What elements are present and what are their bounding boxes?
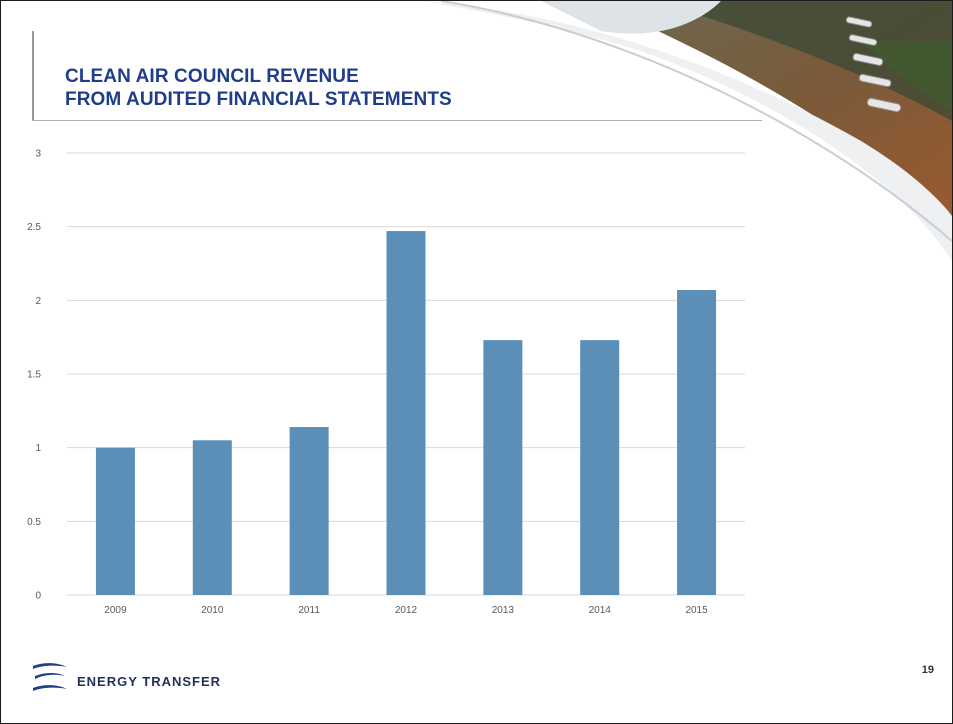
title-line-1: CLEAN AIR COUNCIL REVENUE: [65, 66, 359, 87]
x-tick-label: 2009: [104, 605, 127, 616]
energy-transfer-logo-icon: [33, 663, 67, 691]
brand-name: ENERGY TRANSFER: [77, 673, 222, 689]
x-tick-label: 2014: [589, 605, 612, 616]
energy-transfer-logo: ENERGY TRANSFER: [31, 662, 221, 694]
bar-2014: [580, 340, 620, 595]
y-tick-label: 0.5: [27, 517, 41, 528]
x-tick-label: 2015: [685, 605, 708, 616]
y-tick-label: 2.5: [27, 222, 41, 233]
x-tick-label: 2013: [492, 605, 515, 616]
x-tick-label: 2011: [298, 605, 320, 616]
bar-2013: [483, 340, 523, 595]
bar-2015: [677, 290, 717, 595]
y-tick-label: 1.5: [27, 370, 41, 381]
bar-2009: [95, 447, 135, 595]
revenue-bar-chart: 0 0.5 1 1.5 2 2.5 3 2009 2010 2011 2012 2013 2014 201…: [27, 149, 745, 616]
x-tick-label: 2010: [201, 605, 224, 616]
title-accent-bar: [32, 31, 34, 121]
bar-2010: [192, 440, 232, 595]
x-tick-label: 2012: [395, 605, 418, 616]
y-tick-label: 1: [35, 443, 41, 454]
bar-2012: [386, 231, 426, 595]
title-divider: [32, 120, 762, 121]
slide-title: CLEAN AIR COUNCIL REVENUE FROM AUDITED F…: [65, 65, 452, 111]
y-tick-label: 2: [35, 296, 41, 307]
pipeline-photo: [421, 1, 952, 261]
y-tick-label: 0: [35, 591, 41, 602]
y-tick-label: 3: [35, 149, 41, 160]
title-line-2: FROM AUDITED FINANCIAL STATEMENTS: [65, 89, 452, 110]
bar-2011: [289, 427, 329, 595]
page-number: 19: [921, 664, 934, 676]
